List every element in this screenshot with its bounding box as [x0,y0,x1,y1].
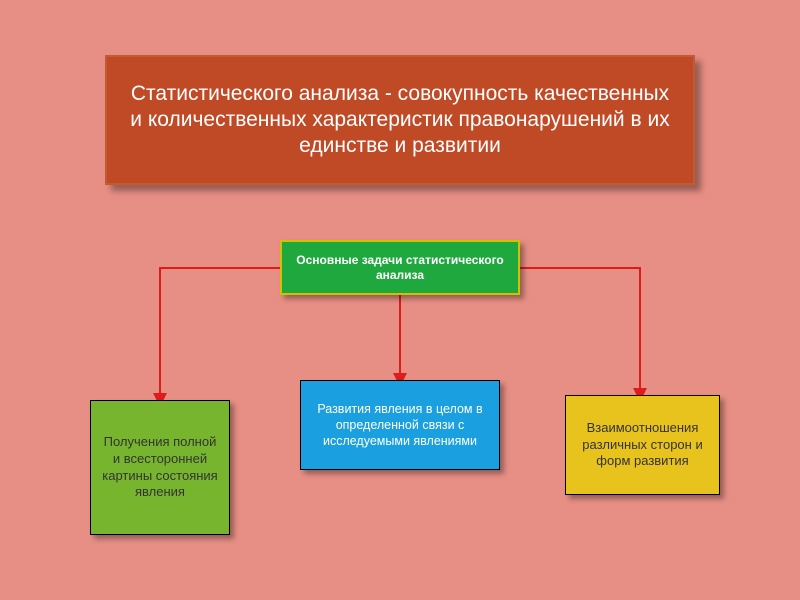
tasks-box: Основные задачи статистического анализа [280,240,520,295]
leaf-a-box: Получения полной и всесторонней картины … [90,400,230,535]
tasks-text: Основные задачи статистического анализа [292,253,508,283]
leaf-a-text: Получения полной и всесторонней картины … [101,434,219,502]
header-text: Статистического анализа - совокупность к… [125,81,675,160]
leaf-b-box: Развития явления в целом в определенной … [300,380,500,470]
leaf-b-text: Развития явления в целом в определенной … [315,401,485,450]
leaf-c-box: Взаимоотношения различных сторон и форм … [565,395,720,495]
leaf-c-text: Взаимоотношения различных сторон и форм … [576,420,709,471]
header-box: Статистического анализа - совокупность к… [105,55,695,185]
